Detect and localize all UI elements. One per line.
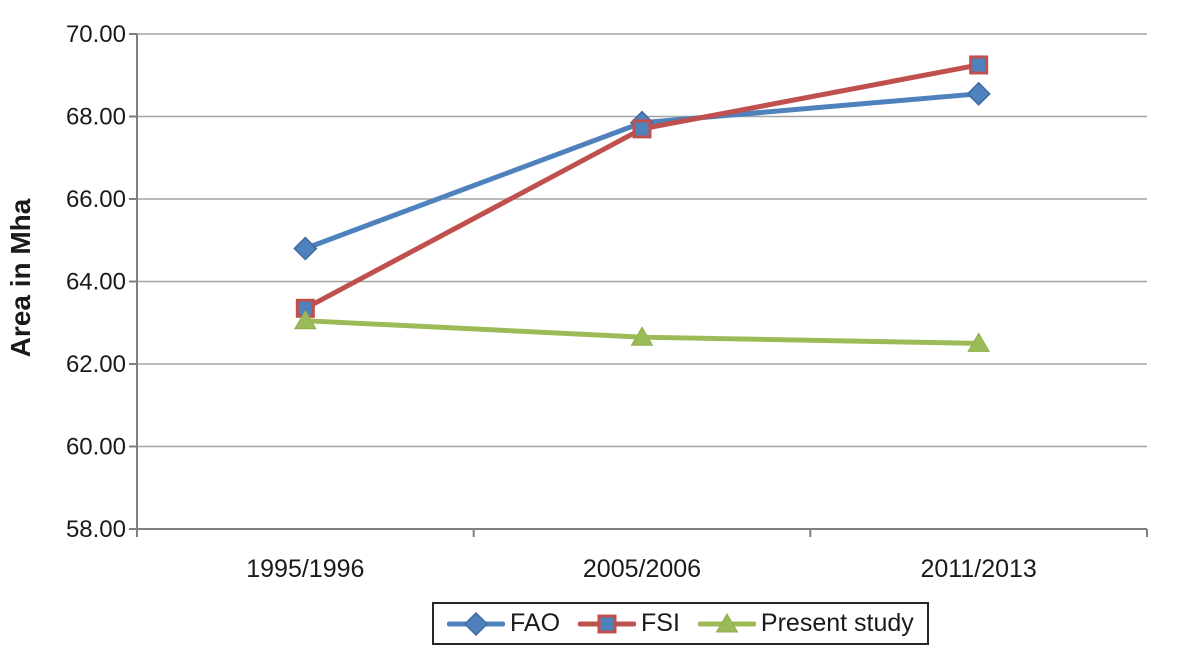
legend-label-fsi: FSI bbox=[641, 609, 680, 637]
gridlines bbox=[137, 33, 1147, 530]
x-tick-label: 2011/2013 bbox=[921, 555, 1037, 583]
x-tick-label: 1995/1996 bbox=[246, 555, 364, 583]
y-tick-label: 62.00 bbox=[66, 351, 126, 378]
data-point-fao bbox=[966, 81, 991, 106]
data-point-present-study bbox=[293, 309, 317, 330]
legend-marker bbox=[597, 614, 617, 633]
y-tick-label: 58.00 bbox=[66, 516, 126, 543]
y-tick-label: 66.00 bbox=[66, 186, 126, 213]
legend-entry-fao: FAO bbox=[447, 609, 560, 638]
data-series bbox=[293, 55, 991, 352]
x-axis-tick-labels: 1995/1996 2005/2006 2011/2013 bbox=[246, 555, 1037, 583]
data-point-present-study bbox=[630, 326, 654, 346]
y-tick-label: 64.00 bbox=[66, 269, 126, 296]
legend-entry-present-study: Present study bbox=[697, 609, 914, 638]
legend-label-present-study: Present study bbox=[760, 609, 914, 637]
y-axis-title: Area in Mha bbox=[5, 198, 36, 357]
legend-marker bbox=[463, 611, 489, 636]
x-tick-label: 2005/2006 bbox=[583, 555, 701, 583]
data-point-present-study bbox=[967, 332, 991, 352]
legend-label-fao: FAO bbox=[510, 609, 561, 637]
fao-line-marker-icon bbox=[447, 611, 505, 636]
legend-entry-fsi: FSI bbox=[578, 609, 680, 638]
present-study-line-marker-icon bbox=[697, 612, 756, 632]
data-point-fao bbox=[293, 236, 318, 261]
y-tick-label: 68.00 bbox=[66, 104, 126, 131]
data-point-fsi bbox=[632, 119, 652, 139]
y-tick-label: 70.00 bbox=[66, 21, 126, 48]
data-point-fsi bbox=[969, 55, 989, 75]
legend: FAO FSI Present study bbox=[432, 602, 929, 645]
legend-marker bbox=[715, 612, 739, 632]
fsi-line-marker-icon bbox=[578, 614, 637, 633]
y-tick-label: 60.00 bbox=[66, 434, 126, 461]
y-axis-tick-labels: 58.00 60.00 62.00 64.00 66.00 68.00 70.00 bbox=[66, 21, 126, 543]
plot-area: 58.00 60.00 62.00 64.00 66.00 68.00 70.00 1995… bbox=[5, 21, 1148, 583]
axes bbox=[129, 33, 1148, 537]
